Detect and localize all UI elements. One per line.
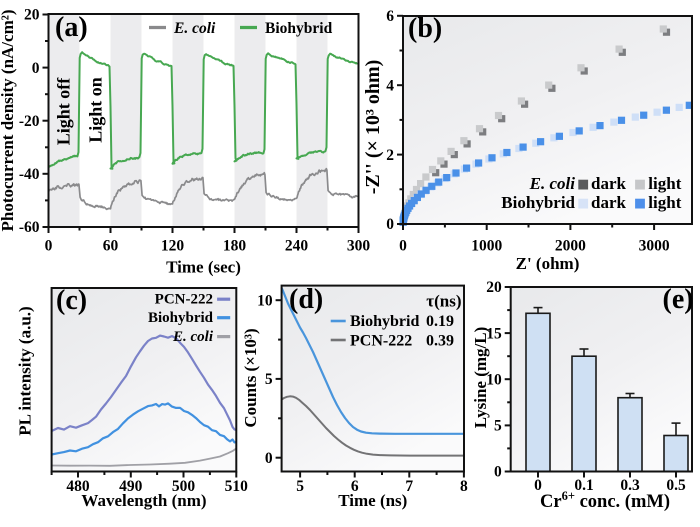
svg-text:(e): (e) xyxy=(663,284,694,315)
svg-text:6: 6 xyxy=(386,8,394,25)
svg-text:0.1: 0.1 xyxy=(574,477,593,494)
svg-text:0: 0 xyxy=(494,464,502,481)
svg-text:-20: -20 xyxy=(19,113,40,130)
svg-text:E. coli: E. coli xyxy=(173,20,216,37)
svg-text:PL intensity (a.u.): PL intensity (a.u.) xyxy=(16,306,35,435)
svg-text:dark: dark xyxy=(591,193,627,212)
svg-text:Biohybrid: Biohybrid xyxy=(350,313,419,330)
svg-text:Cr6+ conc. (mM): Cr6+ conc. (mM) xyxy=(540,489,670,512)
svg-text:Light on: Light on xyxy=(86,77,106,143)
svg-text:180: 180 xyxy=(223,238,247,255)
svg-text:120: 120 xyxy=(161,238,185,255)
svg-text:6: 6 xyxy=(351,478,359,495)
svg-text:3000: 3000 xyxy=(639,238,670,255)
svg-text:Biohybrid: Biohybrid xyxy=(148,310,214,326)
svg-text:Z' (ohm): Z' (ohm) xyxy=(516,254,580,273)
svg-text:τ(ns): τ(ns) xyxy=(426,292,461,311)
svg-text:E. coli: E. coli xyxy=(172,329,214,345)
svg-text:0: 0 xyxy=(534,477,542,494)
svg-text:0.19: 0.19 xyxy=(426,313,454,330)
svg-text:0.3: 0.3 xyxy=(620,477,640,494)
svg-text:PCN-222: PCN-222 xyxy=(350,333,412,350)
svg-text:15: 15 xyxy=(486,325,502,342)
svg-text:PCN-222: PCN-222 xyxy=(155,291,213,307)
svg-text:Counts (×10³): Counts (×10³) xyxy=(241,328,260,427)
svg-text:light: light xyxy=(648,193,681,212)
svg-text:0.39: 0.39 xyxy=(426,333,454,350)
svg-text:240: 240 xyxy=(285,238,309,255)
svg-text:5: 5 xyxy=(296,478,304,495)
svg-text:510: 510 xyxy=(225,478,249,495)
svg-text:(a): (a) xyxy=(55,12,88,43)
svg-text:60: 60 xyxy=(103,238,119,255)
svg-text:10: 10 xyxy=(257,292,273,309)
svg-text:Lysine (mg/L): Lysine (mg/L) xyxy=(471,327,490,429)
svg-text:Biohybrid: Biohybrid xyxy=(265,20,333,37)
svg-text:0.5: 0.5 xyxy=(666,477,686,494)
svg-text:7: 7 xyxy=(405,478,413,495)
svg-text:10: 10 xyxy=(486,371,502,388)
svg-text:Photocurrent density (nA/cm²): Photocurrent density (nA/cm²) xyxy=(0,10,17,232)
svg-text:1000: 1000 xyxy=(471,238,502,255)
svg-text:0: 0 xyxy=(32,60,40,77)
svg-text:Light off: Light off xyxy=(54,77,74,146)
svg-text:E. coli: E. coli xyxy=(529,174,576,193)
svg-text:300: 300 xyxy=(347,238,371,255)
svg-text:4: 4 xyxy=(386,77,394,94)
svg-text:20: 20 xyxy=(24,7,40,24)
svg-text:Time (ns): Time (ns) xyxy=(338,491,407,510)
svg-text:-40: -40 xyxy=(19,166,40,183)
svg-text:-60: -60 xyxy=(19,219,40,236)
svg-text:light: light xyxy=(648,174,681,193)
svg-text:(d): (d) xyxy=(289,284,323,315)
svg-text:Biohybrid: Biohybrid xyxy=(501,193,575,212)
svg-text:(c): (c) xyxy=(56,285,87,316)
svg-text:0: 0 xyxy=(399,238,407,255)
svg-text:Wavelength (nm): Wavelength (nm) xyxy=(81,491,206,510)
svg-text:480: 480 xyxy=(66,478,90,495)
svg-text:Time (sec): Time (sec) xyxy=(166,258,241,277)
svg-text:2000: 2000 xyxy=(555,238,586,255)
svg-text:8: 8 xyxy=(460,478,468,495)
svg-text:5: 5 xyxy=(494,418,502,435)
svg-text:0: 0 xyxy=(45,238,53,255)
svg-text:0: 0 xyxy=(265,450,273,467)
svg-text:-Z'' (× 10³ ohm): -Z'' (× 10³ ohm) xyxy=(362,60,384,195)
svg-text:490: 490 xyxy=(119,478,143,495)
svg-text:dark: dark xyxy=(591,174,627,193)
svg-text:(b): (b) xyxy=(408,13,442,44)
svg-text:2: 2 xyxy=(386,147,394,164)
svg-text:5: 5 xyxy=(265,371,273,388)
svg-text:20: 20 xyxy=(486,279,502,296)
svg-text:500: 500 xyxy=(172,478,196,495)
svg-text:0: 0 xyxy=(386,216,394,233)
